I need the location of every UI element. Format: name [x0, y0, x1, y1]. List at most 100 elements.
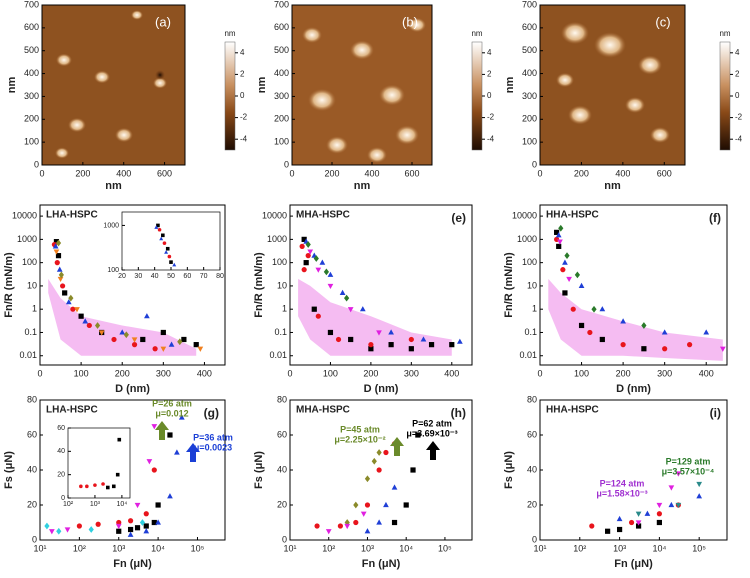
y-tick-label: 700 [274, 0, 289, 9]
point [360, 511, 367, 517]
point [656, 511, 662, 517]
x-tick-label: 10¹ [33, 543, 46, 553]
colorbar [719, 41, 731, 151]
panel-label: (f) [709, 211, 721, 225]
y-tick-label: 700 [522, 0, 537, 9]
point [65, 299, 72, 305]
panel-label: (a) [155, 14, 171, 29]
x-tick-label: 200 [574, 168, 589, 178]
point [172, 262, 177, 267]
point [327, 329, 334, 336]
point [383, 449, 389, 456]
panel-label: (e) [451, 211, 466, 225]
afm-feature [556, 72, 574, 88]
x-tick-label: 400 [116, 168, 131, 178]
colorbar-label: nm [719, 29, 730, 38]
frame [289, 399, 473, 541]
annotation: P=129 atm [666, 456, 711, 466]
inset-bg [122, 212, 220, 270]
point [301, 267, 307, 273]
y-tick-label: 80 [527, 394, 537, 404]
point [151, 424, 158, 430]
y-tick-label: 600 [522, 22, 537, 32]
point [696, 493, 703, 499]
point [635, 520, 642, 526]
point [164, 250, 169, 254]
point [315, 267, 322, 273]
annotation: μ=3.69×10⁻³ [406, 428, 457, 438]
point [177, 338, 183, 346]
point [557, 239, 563, 245]
point [353, 501, 359, 509]
point [151, 519, 157, 526]
afm-feature [350, 40, 374, 60]
y-tick-label: 0 [32, 534, 37, 544]
point [719, 346, 726, 352]
y-tick-label: 20 [57, 472, 65, 479]
point [562, 290, 568, 296]
y-tick-label: 0.1 [524, 327, 537, 337]
x-tick-label: 600 [657, 168, 672, 178]
point [323, 268, 329, 276]
y-axis-label: nm [256, 77, 268, 94]
arrow [186, 443, 200, 462]
point [48, 529, 55, 535]
colorbar-tick-label: 0 [487, 91, 492, 100]
afm-feature [326, 136, 348, 154]
afm-feature [115, 127, 133, 143]
point [78, 313, 84, 319]
point [408, 336, 414, 343]
x-tick-label: 10² [573, 543, 586, 553]
colorbar-tick-label: -2 [240, 113, 248, 122]
point [181, 336, 187, 343]
x-tick-label: 200 [324, 168, 339, 178]
point [591, 305, 597, 313]
point [88, 526, 94, 533]
point [644, 510, 651, 516]
point [197, 346, 204, 352]
point [307, 249, 314, 255]
y-tick-label: 20 [527, 499, 537, 509]
annotation: μ=3.57×10⁻⁴ [662, 466, 715, 476]
y-tick-label: 0 [61, 495, 65, 502]
point [359, 306, 366, 312]
point [160, 346, 167, 352]
point [131, 342, 138, 348]
x-tick-label: 10⁴ [151, 543, 165, 553]
x-axis-label: D (nm) [616, 383, 651, 395]
afm-feature [55, 147, 69, 159]
point [656, 519, 662, 526]
point [449, 342, 455, 348]
frame [539, 4, 686, 166]
y-tick-label: 0 [282, 534, 287, 544]
x-tick-label: 10¹ [533, 543, 546, 553]
y-tick-label: 0.1 [274, 327, 287, 337]
y-tick-label: 100 [24, 137, 39, 147]
y-tick-label: 100 [522, 257, 537, 267]
afm-feature [594, 32, 626, 58]
colorbar [224, 41, 236, 151]
y-tick-label: 80 [27, 394, 37, 404]
point [371, 457, 377, 465]
point [311, 306, 317, 312]
point [668, 485, 675, 491]
x-tick-label: 300 [156, 368, 171, 378]
x-tick-label: 100 [74, 368, 89, 378]
point [134, 525, 141, 531]
point [70, 306, 76, 312]
point [376, 449, 382, 456]
x-axis-label: nm [354, 180, 371, 192]
y-axis-label: Fs (μN) [503, 451, 515, 489]
y-tick-label: 40 [57, 448, 65, 455]
point [675, 502, 682, 509]
y-tick-label: 400 [274, 68, 289, 78]
x-tick-label: 400 [615, 168, 630, 178]
y-tick-label: 500 [24, 45, 39, 55]
point [339, 289, 346, 296]
x-tick-label: 60 [183, 273, 191, 280]
point [57, 276, 64, 283]
point [152, 346, 158, 352]
point [344, 519, 350, 526]
point [554, 229, 560, 235]
colorbar-tick-label: 2 [487, 70, 492, 79]
